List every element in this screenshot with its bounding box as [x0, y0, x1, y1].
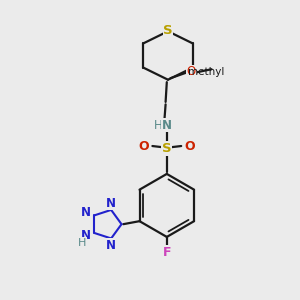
Text: S: S: [162, 142, 172, 155]
Text: O: O: [187, 65, 196, 78]
Text: N: N: [162, 119, 172, 132]
Text: N: N: [81, 230, 91, 242]
Text: O: O: [184, 140, 195, 152]
Text: N: N: [106, 238, 116, 251]
Text: F: F: [163, 246, 171, 259]
Text: H: H: [78, 238, 86, 248]
Text: N: N: [106, 197, 116, 210]
Text: O: O: [139, 140, 149, 152]
Text: H: H: [153, 119, 162, 132]
Text: N: N: [81, 206, 91, 220]
Text: methyl: methyl: [188, 67, 224, 77]
Text: S: S: [163, 24, 173, 37]
